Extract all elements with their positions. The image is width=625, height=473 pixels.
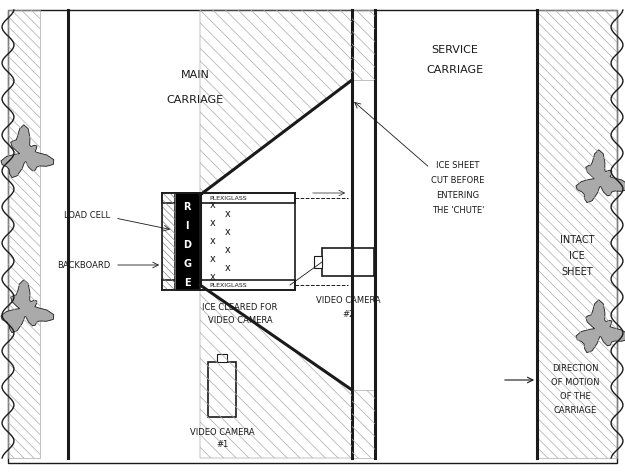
Text: #1: #1 [216, 439, 228, 448]
Text: SERVICE: SERVICE [431, 45, 479, 55]
Text: #2: #2 [342, 309, 354, 318]
Text: OF MOTION: OF MOTION [551, 377, 599, 386]
Text: x: x [210, 272, 216, 282]
Text: CARRIAGE: CARRIAGE [166, 95, 224, 105]
Text: I: I [185, 221, 189, 231]
Text: BACKBOARD: BACKBOARD [57, 261, 110, 270]
Text: CUT BEFORE: CUT BEFORE [431, 175, 485, 184]
Bar [208, 362, 236, 417]
Text: x: x [210, 254, 216, 264]
Text: G: G [183, 259, 191, 269]
Text: x: x [225, 263, 231, 273]
Text: PLEXIGLASS: PLEXIGLASS [210, 282, 248, 288]
Polygon shape [576, 150, 625, 202]
Text: CARRIAGE: CARRIAGE [426, 65, 484, 75]
Bar [162, 280, 295, 290]
Text: CARRIAGE: CARRIAGE [553, 405, 597, 414]
Bar [175, 193, 200, 290]
Text: DIRECTION: DIRECTION [552, 363, 598, 373]
Text: VIDEO CAMERA: VIDEO CAMERA [208, 315, 272, 324]
Text: x: x [225, 227, 231, 237]
Polygon shape [1, 125, 54, 178]
Text: MAIN: MAIN [181, 70, 209, 80]
Text: VIDEO CAMERA: VIDEO CAMERA [316, 296, 380, 305]
Text: ENTERING: ENTERING [436, 191, 479, 200]
Text: SHEET: SHEET [561, 267, 592, 277]
Text: x: x [210, 236, 216, 246]
Text: x: x [225, 245, 231, 255]
Text: ICE: ICE [569, 251, 585, 261]
Bar [217, 354, 227, 362]
Text: THE 'CHUTE': THE 'CHUTE' [432, 205, 484, 214]
Text: INTACT: INTACT [560, 235, 594, 245]
Text: ICE SHEET: ICE SHEET [436, 160, 480, 169]
Text: ICE CLEARED FOR: ICE CLEARED FOR [202, 303, 278, 312]
Text: OF THE: OF THE [559, 392, 591, 401]
Text: PLEXIGLASS: PLEXIGLASS [210, 195, 248, 201]
Text: x: x [225, 209, 231, 219]
Bar [314, 256, 322, 268]
Text: R: R [183, 202, 191, 212]
Text: D: D [183, 240, 191, 250]
Text: VIDEO CAMERA: VIDEO CAMERA [190, 428, 254, 437]
Polygon shape [576, 300, 625, 353]
Text: E: E [184, 278, 190, 288]
Text: x: x [210, 200, 216, 210]
Polygon shape [1, 280, 54, 333]
Bar [322, 248, 374, 276]
Text: LOAD CELL: LOAD CELL [64, 210, 110, 219]
Text: x: x [210, 218, 216, 228]
Bar [162, 193, 295, 203]
